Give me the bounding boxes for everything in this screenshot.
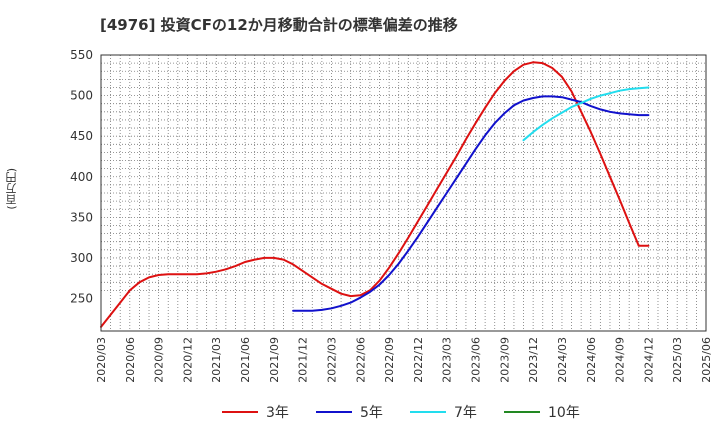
legend-label: 7年	[454, 405, 477, 421]
legend-label: 3年	[266, 405, 289, 421]
legend-swatch	[316, 411, 352, 413]
y-tick-label: 400	[70, 170, 93, 184]
series-layer	[100, 61, 650, 328]
legend: 3年 5年 7年 10年	[0, 402, 720, 428]
x-tick-label: 2024/09	[614, 337, 627, 383]
x-tick-label: 2025/03	[671, 337, 684, 383]
chart-title: [4976] 投資CFの12か月移動合計の標準偏差の推移	[100, 16, 458, 34]
y-tick-labels: 250 300 350 400 450 500 550	[70, 48, 93, 306]
x-tick-labels: 2020/03 2020/06 2020/09 2020/12 2021/03 2021/…	[95, 337, 713, 383]
legend-item-3y: 3年	[222, 402, 289, 422]
x-tick-label: 2022/12	[412, 337, 425, 383]
y-tick-label: 300	[70, 251, 93, 265]
legend-label: 5年	[360, 405, 383, 421]
x-tick-label: 2022/09	[383, 337, 396, 383]
x-tick-label: 2022/06	[354, 337, 367, 383]
legend-swatch	[504, 411, 540, 413]
legend-item-5y: 5年	[316, 402, 383, 422]
x-tick-label: 2020/03	[95, 337, 108, 383]
x-tick-label: 2023/03	[441, 337, 454, 383]
plot-frame	[100, 54, 707, 332]
y-tick-label: 250	[70, 292, 93, 306]
x-tick-label: 2022/03	[325, 337, 338, 383]
x-tick-label: 2024/03	[556, 337, 569, 383]
x-tick-label: 2024/06	[585, 337, 598, 383]
x-tick-label: 2021/12	[297, 337, 310, 383]
series-line-2	[522, 86, 650, 142]
x-tick-label: 2023/06	[470, 337, 483, 383]
legend-item-10y: 10年	[504, 402, 580, 422]
x-tick-label: 2025/06	[700, 337, 713, 383]
x-tick-label: 2020/09	[153, 337, 166, 383]
x-tick-label: 2023/12	[527, 337, 540, 383]
series-line-1	[292, 95, 650, 312]
x-tick-label: 2023/09	[498, 337, 511, 383]
legend-item-7y: 7年	[410, 402, 477, 422]
x-tick-label: 2021/06	[239, 337, 252, 383]
x-tick-label: 2024/12	[642, 337, 655, 383]
x-tick-label: 2020/06	[124, 337, 137, 383]
grid	[101, 55, 706, 331]
x-tick-label: 2021/09	[268, 337, 281, 383]
x-tick-label: 2021/03	[210, 337, 223, 383]
y-tick-label: 500	[70, 89, 93, 103]
y-tick-label: 450	[70, 129, 93, 143]
y-tick-label: 350	[70, 210, 93, 224]
legend-label: 10年	[548, 405, 580, 421]
series-line-0	[100, 61, 650, 328]
legend-swatch	[410, 411, 446, 413]
y-tick-label: 550	[70, 48, 93, 62]
x-tick-label: 2020/12	[181, 337, 194, 383]
legend-swatch	[222, 411, 258, 413]
